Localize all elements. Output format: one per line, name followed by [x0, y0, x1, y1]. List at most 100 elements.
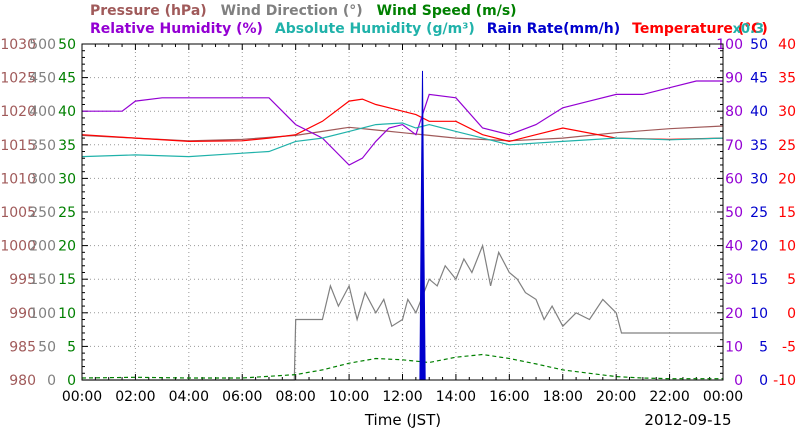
x-tick-label: 12:00: [382, 389, 422, 405]
chart-series: [81, 70, 724, 381]
series-pressure: [81, 125, 724, 142]
x-tick-label: 20:00: [596, 389, 636, 405]
wind-speed-tick-label: 45: [58, 71, 76, 87]
right-axes: 0102030405060708090100051015202530354045…: [716, 37, 796, 389]
wind-speed-tick-label: 20: [58, 239, 76, 255]
x-tick-label: 02:00: [115, 389, 155, 405]
pressure-tick-label: 1015: [0, 138, 36, 154]
wind-speed-tick-label: 40: [58, 104, 76, 120]
wind-direction-tick-label: 500: [29, 37, 56, 53]
legend-entry: Absolute Humidity (g/m³): [275, 21, 475, 37]
x-tick-label: 16:00: [489, 389, 529, 405]
pressure-tick-label: 1010: [0, 171, 36, 187]
temperature-tick-label: 25: [778, 138, 796, 154]
x-tick-label: 18:00: [543, 389, 583, 405]
rain-rate-tick-label: 50: [750, 37, 768, 53]
x-tick-label: 00:00: [703, 389, 743, 405]
series-wind-direction: [82, 243, 723, 381]
rain-rate-tick-label: 5: [759, 339, 768, 355]
wind-direction-tick-label: 400: [29, 104, 56, 120]
legend-entry: Wind Speed (m/s): [377, 3, 517, 19]
rain-rate-tick-label: 15: [750, 272, 768, 288]
wind-direction-tick-label: 250: [29, 205, 56, 221]
series-relative-humidity: [82, 80, 723, 166]
x-tick-label: 04:00: [169, 389, 209, 405]
series-relative-humidity: [81, 122, 724, 158]
pressure-tick-label: 990: [9, 306, 36, 322]
x-tick-label: 00:00: [62, 389, 102, 405]
series-temperature: [81, 98, 724, 143]
legend-entry: Temperature (°C): [632, 21, 768, 37]
x-tick-label: 08:00: [275, 389, 315, 405]
wind-speed-tick-label: 5: [67, 339, 76, 355]
relative-humidity-tick-label: 90: [725, 71, 743, 87]
series-wind-speed: [81, 353, 723, 380]
relative-humidity-tick-label: 20: [725, 306, 743, 322]
pressure-tick-label: 1025: [0, 71, 36, 87]
legend-entry: Rain Rate(mm/h): [487, 21, 620, 37]
pressure-tick-label: 995: [9, 272, 36, 288]
wind-speed-tick-label: 15: [58, 272, 76, 288]
legend-entry: Pressure (hPa): [90, 3, 207, 19]
wind-speed-tick-label: 25: [58, 205, 76, 221]
rain-rate-tick-label: 30: [750, 171, 768, 187]
pressure-tick-label: 1000: [0, 239, 36, 255]
x-tick-label: 06:00: [222, 389, 262, 405]
pressure-tick-label: 980: [9, 373, 36, 389]
legend-line-2: Relative Humidity (%) Absolute Humidity (…: [90, 21, 768, 37]
temperature-tick-label: 0: [787, 306, 796, 322]
relative-humidity-tick-label: 40: [725, 239, 743, 255]
pressure-tick-label: 1005: [0, 205, 36, 221]
x-axis-title: Time (JST): [364, 411, 441, 429]
temperature-tick-label: 5: [787, 272, 796, 288]
x-axis-date: 2012-09-15: [644, 411, 731, 429]
legend-entry: Relative Humidity (%): [90, 21, 263, 37]
x-axis-ticks: 00:00 02:00 04:00 06:00 08:00 10:00 12:00 14:00…: [62, 389, 743, 405]
rain-rate-tick-label: 35: [750, 138, 768, 154]
rain-rate-tick-label: 10: [750, 306, 768, 322]
wind-speed-tick-label: 35: [58, 138, 76, 154]
x-tick-label: 14:00: [436, 389, 476, 405]
wind-direction-tick-label: 50: [38, 339, 56, 355]
wind-direction-tick-label: 100: [29, 306, 56, 322]
relative-humidity-tick-label: 70: [725, 138, 743, 154]
temperature-tick-label: 15: [778, 205, 796, 221]
pressure-tick-label: 1030: [0, 37, 36, 53]
rain-rate-tick-label: 0: [759, 373, 768, 389]
wind-direction-tick-label: 350: [29, 138, 56, 154]
rain-rate-tick-label: 40: [750, 104, 768, 120]
temperature-tick-label: 40: [778, 37, 796, 53]
x-tick-label: 10:00: [329, 389, 369, 405]
wind-direction-tick-label: 200: [29, 239, 56, 255]
x-tick-label: 22:00: [649, 389, 689, 405]
relative-humidity-tick-label: 50: [725, 205, 743, 221]
relative-humidity-tick-label: 60: [725, 171, 743, 187]
absolute-humidity-multiplier: x0.3: [733, 22, 764, 37]
relative-humidity-tick-label: 0: [734, 373, 743, 389]
temperature-tick-label: -10: [773, 373, 796, 389]
temperature-tick-label: -5: [782, 339, 796, 355]
legend-line-1: Pressure (hPa) Wind Direction (°) Wind Spe…: [90, 3, 517, 19]
wind-speed-tick-label: 10: [58, 306, 76, 322]
wind-direction-tick-label: 450: [29, 71, 56, 87]
wind-speed-tick-label: 30: [58, 171, 76, 187]
wind-direction-tick-label: 150: [29, 272, 56, 288]
wind-direction-tick-label: 0: [47, 373, 56, 389]
chart-grid: [81, 43, 724, 381]
pressure-tick-label: 1020: [0, 104, 36, 120]
temperature-tick-label: 30: [778, 104, 796, 120]
plot-frame: [81, 43, 724, 381]
legend-entry: Wind Direction (°): [221, 3, 363, 19]
relative-humidity-tick-label: 10: [725, 339, 743, 355]
rain-rate-tick-label: 25: [750, 205, 768, 221]
pressure-tick-label: 985: [9, 339, 36, 355]
temperature-tick-label: 10: [778, 239, 796, 255]
rain-rate-tick-label: 45: [750, 71, 768, 87]
temperature-tick-label: 20: [778, 171, 796, 187]
relative-humidity-tick-label: 30: [725, 272, 743, 288]
wind-direction-tick-label: 300: [29, 171, 56, 187]
left-axes: 9809859909951000100510101015102010251030…: [0, 37, 76, 389]
wind-speed-tick-label: 0: [67, 373, 76, 389]
temperature-tick-label: 35: [778, 71, 796, 87]
